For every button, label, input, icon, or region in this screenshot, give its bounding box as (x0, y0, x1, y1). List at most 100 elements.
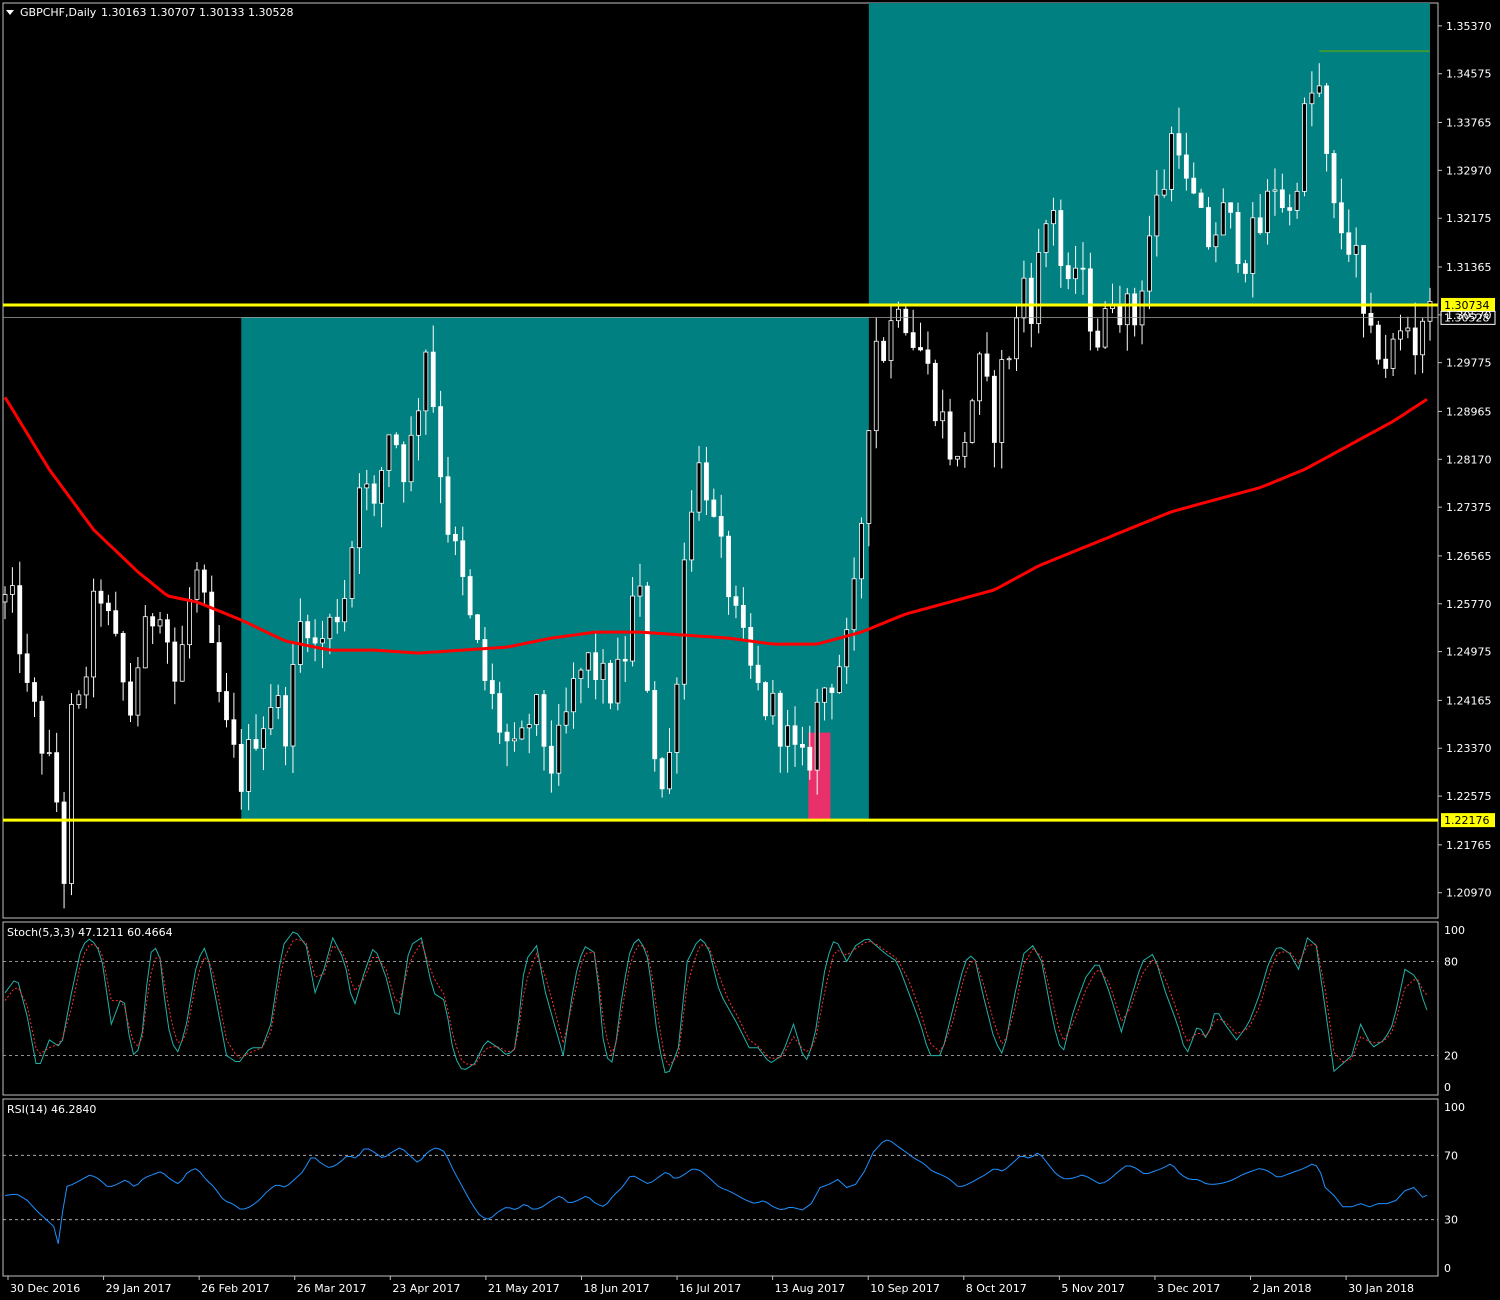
candle-body (918, 347, 923, 351)
stoch-title: Stoch(5,3,3) 47.1211 60.4664 (7, 926, 173, 939)
candle-body (836, 666, 842, 693)
candle-body (61, 801, 67, 884)
level-price-label: 1.22176 (1444, 814, 1490, 827)
candle-body (393, 434, 399, 446)
candle-body (873, 340, 879, 432)
y-tick-label: 1.32175 (1446, 212, 1492, 225)
stochastic-panel[interactable] (3, 931, 1438, 1074)
candle-body (482, 639, 488, 681)
candle-body (475, 614, 480, 640)
candle-body (1191, 177, 1197, 194)
candle-body (1324, 85, 1330, 154)
moving-average-line (3, 396, 1428, 655)
candle-body (312, 637, 318, 644)
candle-body (859, 523, 864, 580)
candle-body (238, 743, 244, 792)
candle-body (903, 308, 909, 334)
candle-body (1169, 133, 1174, 190)
candle-body (408, 434, 414, 483)
candle-body (497, 693, 503, 733)
candle-body (984, 353, 990, 377)
candle-body (740, 604, 746, 628)
candle-body (1331, 153, 1337, 204)
candle-body (814, 701, 820, 771)
stoch-y-tick-label: 20 (1444, 1050, 1458, 1063)
x-tick-label: 5 Nov 2017 (1061, 1282, 1124, 1295)
candle-body (969, 400, 975, 443)
candle-body (1095, 330, 1101, 348)
x-tick-label: 2 Jan 2018 (1253, 1282, 1312, 1295)
candle-body (711, 499, 717, 517)
candle-body (1028, 277, 1034, 324)
triangle-down-icon[interactable] (6, 10, 14, 15)
candle-body (1132, 293, 1138, 326)
candle-body (32, 682, 37, 702)
candle-body (194, 569, 200, 600)
candle-body (1294, 190, 1300, 211)
candle-body (1036, 252, 1042, 324)
x-tick-label: 26 Mar 2017 (297, 1282, 367, 1295)
candle-body (667, 752, 672, 790)
candle-body (925, 349, 931, 364)
x-tick-label: 8 Oct 2017 (966, 1282, 1027, 1295)
level-price-label: 1.30734 (1444, 299, 1490, 312)
candle-body (977, 353, 983, 402)
candle-body (1279, 189, 1285, 209)
rsi-panel[interactable] (3, 1139, 1438, 1244)
candle-body (320, 638, 325, 644)
candle-body (290, 664, 296, 747)
candle-body (556, 724, 562, 774)
candle-body (364, 483, 370, 489)
candle-body (1346, 232, 1352, 255)
candle-body (253, 739, 259, 749)
price-chart-area[interactable] (2, 3, 1438, 909)
x-tick-label: 3 Dec 2017 (1157, 1282, 1220, 1295)
candle-body (1117, 305, 1123, 326)
candle-body (386, 434, 392, 471)
candle-body (755, 664, 761, 683)
candle-body (1398, 330, 1403, 340)
rsi-y-tick-label: 30 (1444, 1214, 1458, 1227)
candle-body (1161, 188, 1167, 196)
candle-body (157, 619, 163, 627)
candle-body (416, 410, 421, 436)
x-tick-label: 30 Jan 2018 (1348, 1282, 1414, 1295)
current-price-label: 1.30528 (1444, 311, 1490, 324)
y-tick-label: 1.32970 (1446, 164, 1492, 177)
candle-body (1147, 235, 1152, 292)
candle-body (718, 516, 724, 537)
candle-body (54, 752, 60, 803)
rsi-series-1 (4, 1139, 1428, 1244)
candle-body (430, 351, 436, 408)
candle-body (467, 576, 473, 616)
y-tick-label: 1.28965 (1446, 405, 1492, 418)
symbol-title: GBPCHF,Daily (20, 6, 97, 19)
candle-body (1250, 217, 1256, 274)
candle-body (1014, 317, 1019, 360)
candle-body (39, 700, 45, 754)
candle-body (1302, 103, 1307, 192)
current-price-tag (1440, 310, 1496, 325)
axes-layer: 1.30734 1.22176 1.30528 1.35370 1.34575 1.337… (7, 20, 1496, 1295)
level-price-tag (1441, 297, 1495, 312)
candle-body (1243, 263, 1248, 274)
candle-body (17, 585, 23, 655)
candle-body (1021, 277, 1027, 319)
y-tick-label: 1.27375 (1446, 501, 1492, 514)
y-tick-label: 1.24975 (1446, 646, 1492, 659)
candle-body (689, 511, 695, 561)
candle-body (1087, 268, 1093, 332)
candle-body (630, 595, 635, 662)
candle-body (829, 687, 835, 693)
candle-body (1124, 293, 1130, 326)
y-tick-label: 1.35370 (1446, 20, 1492, 33)
candle-body (578, 669, 584, 680)
candle-body (1353, 245, 1359, 255)
candle-body (822, 687, 827, 703)
candle-body (600, 662, 606, 680)
candle-body (120, 633, 126, 683)
candles-group (2, 63, 1433, 909)
x-tick-label: 29 Jan 2017 (106, 1282, 172, 1295)
candle-body (1183, 154, 1189, 179)
